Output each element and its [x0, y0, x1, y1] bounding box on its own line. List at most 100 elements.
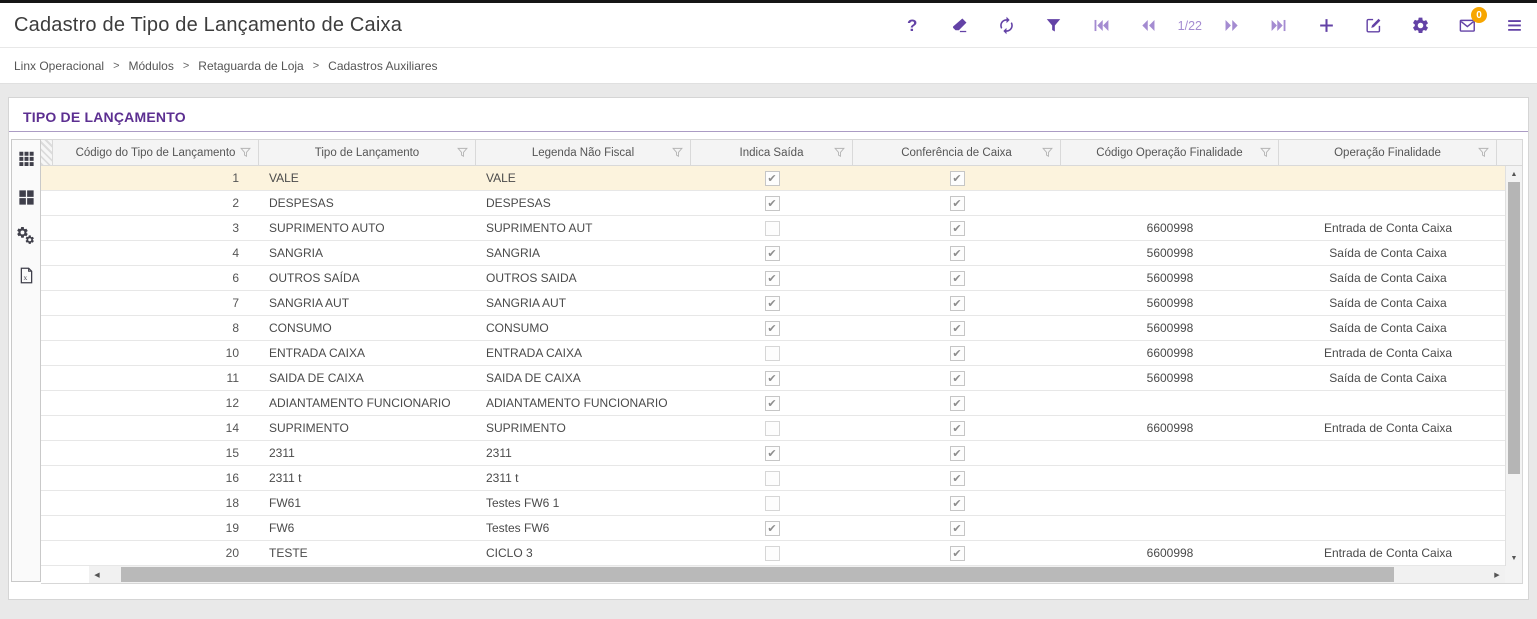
- gears-icon[interactable]: [15, 225, 37, 247]
- table-row[interactable]: 14 SUPRIMENTO SUPRIMENTO 6600998 Entrada de …: [41, 416, 1505, 441]
- cell-operacao-finalidade: [1279, 166, 1497, 190]
- prev-page-icon[interactable]: [1137, 15, 1158, 36]
- filter-funnel-icon[interactable]: [1260, 147, 1271, 161]
- column-header-conferencia[interactable]: Conferência de Caixa: [853, 140, 1061, 165]
- gear-icon[interactable]: [1410, 15, 1431, 36]
- conferencia-caixa-checkbox[interactable]: [949, 345, 965, 361]
- conferencia-caixa-checkbox[interactable]: [949, 520, 965, 536]
- table-row[interactable]: 12 ADIANTAMENTO FUNCIONARIO ADIANTAMENTO F…: [41, 391, 1505, 416]
- column-header-codigo_op[interactable]: Código Operação Finalidade: [1061, 140, 1279, 165]
- table-row[interactable]: 3 SUPRIMENTO AUTO SUPRIMENTO AUT 6600998 Ent…: [41, 216, 1505, 241]
- table-row[interactable]: 11 SAIDA DE CAIXA SAIDA DE CAIXA 5600998 Saí…: [41, 366, 1505, 391]
- breadcrumb-item[interactable]: Linx Operacional: [14, 58, 105, 73]
- conferencia-caixa-checkbox[interactable]: [949, 495, 965, 511]
- scroll-down-icon[interactable]: ▼: [1510, 554, 1518, 562]
- conferencia-caixa-checkbox[interactable]: [949, 445, 965, 461]
- table-row[interactable]: 7 SANGRIA AUT SANGRIA AUT 5600998 Saída de C…: [41, 291, 1505, 316]
- eraser-icon[interactable]: [949, 15, 970, 36]
- table-row[interactable]: 10 ENTRADA CAIXA ENTRADA CAIXA 6600998 Entra…: [41, 341, 1505, 366]
- vertical-scrollbar[interactable]: ▲ ▼: [1505, 166, 1522, 566]
- indica-saida-checkbox[interactable]: [764, 345, 780, 361]
- scroll-up-icon[interactable]: ▲: [1510, 170, 1518, 178]
- indica-saida-checkbox[interactable]: [764, 195, 780, 211]
- indica-saida-checkbox[interactable]: [764, 495, 780, 511]
- cell-legenda: 2311: [486, 446, 512, 460]
- edit-icon[interactable]: [1363, 15, 1384, 36]
- indica-saida-checkbox[interactable]: [764, 545, 780, 561]
- table-row[interactable]: 16 2311 t 2311 t: [41, 466, 1505, 491]
- filter-funnel-icon[interactable]: [1478, 147, 1489, 161]
- table-row[interactable]: 19 FW6 Testes FW6: [41, 516, 1505, 541]
- horizontal-scroll-thumb[interactable]: [121, 567, 1395, 582]
- conferencia-caixa-checkbox[interactable]: [949, 395, 965, 411]
- help-icon[interactable]: ?: [906, 15, 918, 35]
- indica-saida-checkbox[interactable]: [764, 270, 780, 286]
- hscroll-track[interactable]: [105, 566, 1489, 583]
- cell-codigo-operacao: [1061, 166, 1279, 190]
- conferencia-caixa-checkbox[interactable]: [949, 195, 965, 211]
- indica-saida-checkbox[interactable]: [764, 445, 780, 461]
- conferencia-caixa-cell: [853, 166, 1061, 190]
- table-row[interactable]: 18 FW61 Testes FW6 1: [41, 491, 1505, 516]
- conferencia-caixa-checkbox[interactable]: [949, 270, 965, 286]
- last-page-icon[interactable]: [1269, 15, 1290, 36]
- indica-saida-checkbox[interactable]: [764, 170, 780, 186]
- card-view-icon[interactable]: [15, 186, 37, 208]
- breadcrumb-item[interactable]: Módulos: [128, 58, 174, 73]
- indica-saida-checkbox[interactable]: [764, 395, 780, 411]
- table-row[interactable]: 4 SANGRIA SANGRIA 5600998 Saída de Conta Cai…: [41, 241, 1505, 266]
- filter-funnel-icon[interactable]: [1042, 147, 1053, 161]
- conferencia-caixa-checkbox[interactable]: [949, 420, 965, 436]
- conferencia-caixa-checkbox[interactable]: [949, 370, 965, 386]
- indica-saida-checkbox[interactable]: [764, 420, 780, 436]
- menu-icon[interactable]: [1504, 15, 1525, 36]
- filter-funnel-icon[interactable]: [240, 147, 251, 161]
- column-header-operacao[interactable]: Operação Finalidade: [1279, 140, 1497, 165]
- refresh-icon[interactable]: [996, 15, 1017, 36]
- cell-tipo: 2311 t: [269, 471, 302, 485]
- indica-saida-checkbox[interactable]: [764, 295, 780, 311]
- grid-view-icon[interactable]: [15, 147, 37, 169]
- conferencia-caixa-checkbox[interactable]: [949, 170, 965, 186]
- filter-funnel-icon[interactable]: [672, 147, 683, 161]
- column-header-codigo[interactable]: Código do Tipo de Lançamento: [53, 140, 259, 165]
- table-row[interactable]: 8 CONSUMO CONSUMO 5600998 Saída de Conta Cai…: [41, 316, 1505, 341]
- conferencia-caixa-checkbox[interactable]: [949, 545, 965, 561]
- conferencia-caixa-checkbox[interactable]: [949, 470, 965, 486]
- next-page-icon[interactable]: [1222, 15, 1243, 36]
- column-header-indica_saida[interactable]: Indica Saída: [691, 140, 853, 165]
- filter-icon[interactable]: [1043, 15, 1064, 36]
- column-header-tipo[interactable]: Tipo de Lançamento: [259, 140, 476, 165]
- indica-saida-checkbox[interactable]: [764, 520, 780, 536]
- table-row[interactable]: 15 2311 2311: [41, 441, 1505, 466]
- conferencia-caixa-checkbox[interactable]: [949, 220, 965, 236]
- excel-export-icon[interactable]: x: [15, 264, 37, 286]
- scroll-left-icon[interactable]: ◀: [89, 566, 105, 583]
- horizontal-scrollbar[interactable]: ◀ ▶: [41, 566, 1522, 583]
- breadcrumb-item[interactable]: Retaguarda de Loja: [198, 58, 304, 73]
- indica-saida-checkbox[interactable]: [764, 245, 780, 261]
- table-row[interactable]: 1 VALE VALE: [41, 166, 1505, 191]
- filter-funnel-icon[interactable]: [457, 147, 468, 161]
- page-title: Cadastro de Tipo de Lançamento de Caixa: [14, 13, 403, 36]
- table-row[interactable]: 2 DESPESAS DESPESAS: [41, 191, 1505, 216]
- indica-saida-checkbox[interactable]: [764, 220, 780, 236]
- scroll-right-icon[interactable]: ▶: [1489, 566, 1505, 583]
- breadcrumb-item[interactable]: Cadastros Auxiliares: [328, 58, 438, 73]
- table-row[interactable]: 6 OUTROS SAÍDA OUTROS SAIDA 5600998 Saída de…: [41, 266, 1505, 291]
- conferencia-caixa-cell: [853, 191, 1061, 215]
- grid-main: 1 VALE VALE 2 DESPESAS DESPESAS 3 SUPRIMENTO AU…: [41, 166, 1522, 566]
- conferencia-caixa-checkbox[interactable]: [949, 245, 965, 261]
- indica-saida-checkbox[interactable]: [764, 370, 780, 386]
- conferencia-caixa-checkbox[interactable]: [949, 295, 965, 311]
- column-header-legenda[interactable]: Legenda Não Fiscal: [476, 140, 691, 165]
- filter-funnel-icon[interactable]: [834, 147, 845, 161]
- conferencia-caixa-checkbox[interactable]: [949, 320, 965, 336]
- table-row[interactable]: 20 TESTE CICLO 3 6600998 Entrada de Conta Ca…: [41, 541, 1505, 566]
- mail-icon[interactable]: 0: [1457, 7, 1487, 36]
- add-icon[interactable]: [1316, 15, 1337, 36]
- indica-saida-checkbox[interactable]: [764, 470, 780, 486]
- indica-saida-checkbox[interactable]: [764, 320, 780, 336]
- vertical-scroll-thumb[interactable]: [1508, 182, 1520, 474]
- first-page-icon[interactable]: [1090, 15, 1111, 36]
